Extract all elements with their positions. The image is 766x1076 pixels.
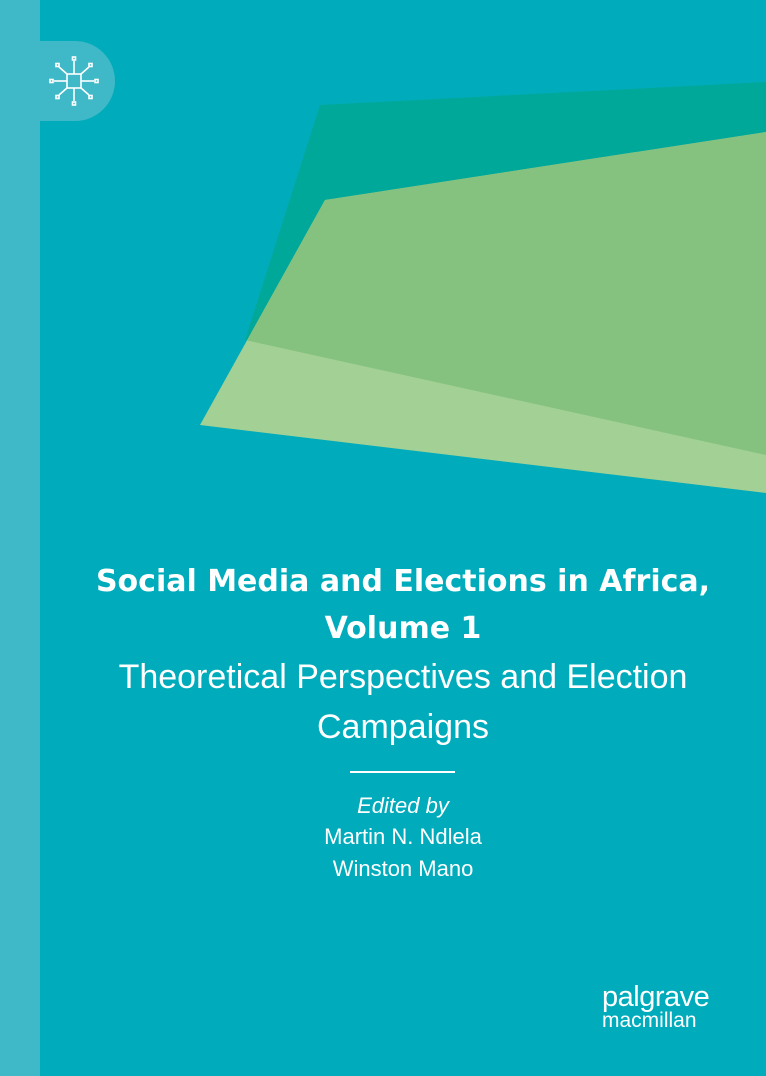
series-logo-tab <box>40 41 115 121</box>
publisher-logo: palgrave macmillan <box>602 981 710 1033</box>
book-subtitle: Theoretical Perspectives and Election Ca… <box>118 658 688 746</box>
spine-strip <box>0 0 40 1076</box>
editor-name: Martin N. Ndlela <box>324 824 482 849</box>
publisher-line-2: macmillan <box>602 1009 697 1032</box>
publisher-line-1: palgrave <box>602 981 710 1013</box>
divider-rule <box>350 771 455 773</box>
edited-by-label: Edited by <box>357 793 449 818</box>
book-title: Social Media and Elections in Africa, Vo… <box>95 564 711 646</box>
editor-name: Winston Mano <box>332 856 474 881</box>
circuit-star-icon <box>49 56 99 106</box>
